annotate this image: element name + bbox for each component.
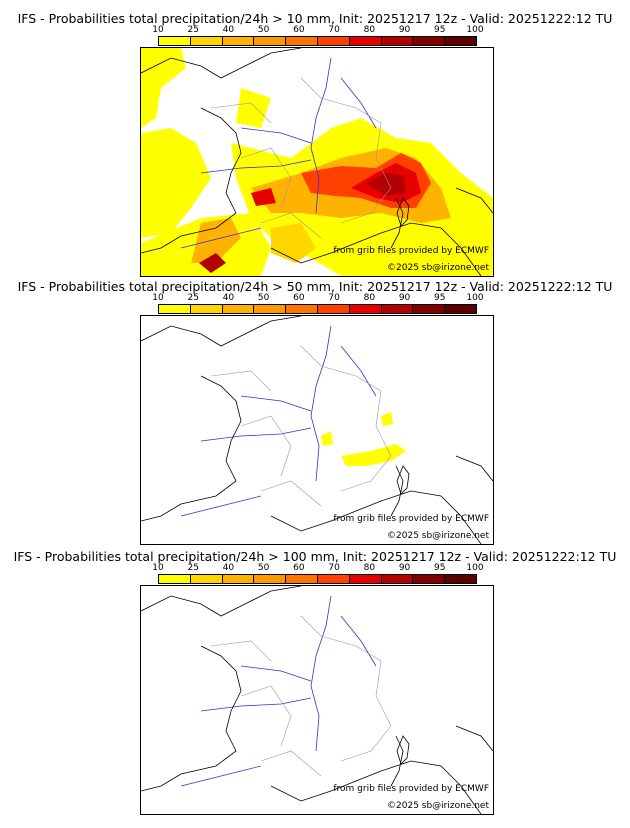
colorbar-swatch — [445, 575, 476, 583]
map-coastlines — [141, 586, 493, 814]
colorbar-swatch — [286, 305, 318, 313]
map-frame: from grib files provided by ECMWF ©2025 … — [140, 315, 494, 545]
colorbar-tick-label: 90 — [398, 293, 411, 303]
colorbar-tick-label: 40 — [222, 25, 235, 35]
colorbar-tick-label: 10 — [152, 563, 164, 573]
colorbar-swatch — [413, 575, 446, 583]
map-rivers — [180, 595, 377, 787]
forecast-panel-100mm: IFS - Probabilities total precipitation/… — [0, 538, 630, 815]
colorbar-tick-label: 90 — [398, 25, 411, 35]
map-frame: from grib files provided by ECMWF ©2025 … — [140, 585, 494, 815]
colorbar-swatch — [222, 305, 255, 313]
panel-title: IFS - Probabilities total precipitation/… — [17, 279, 613, 294]
colorbar-tick-label: 80 — [363, 25, 376, 35]
colorbar-tick-label: 95 — [434, 293, 446, 303]
corsica-island — [396, 735, 410, 765]
colorbar-swatch — [445, 305, 476, 313]
colorbar-tick-label: 25 — [187, 25, 199, 35]
colorbar-tick-label: 60 — [293, 563, 305, 573]
map-frame: from grib files provided by ECMWF ©2025 … — [140, 47, 494, 277]
colorbar-tick-label: 25 — [187, 293, 199, 303]
colorbar-labels: 10 25 40 50 60 70 80 90 95 100 — [140, 25, 500, 35]
precip-shading — [141, 48, 493, 276]
colorbar-swatch — [349, 575, 382, 583]
colorbar-tick-label: 40 — [222, 293, 235, 303]
colorbar — [158, 574, 477, 584]
corsica-island — [396, 197, 410, 227]
colorbar-swatch — [159, 575, 191, 583]
colorbar-swatch — [349, 37, 382, 45]
colorbar-swatch — [317, 37, 350, 45]
map-rivers — [180, 325, 377, 517]
colorbar — [158, 304, 477, 314]
copyright-credit: ©2025 sb@irizone.net — [387, 801, 489, 811]
colorbar-tick-label: 25 — [187, 563, 199, 573]
colorbar-swatch — [254, 37, 287, 45]
precip-map-50mm — [141, 316, 493, 544]
colorbar-tick-label: 10 — [152, 293, 164, 303]
colorbar-tick-label: 95 — [434, 563, 446, 573]
copyright-credit: ©2025 sb@irizone.net — [387, 263, 489, 273]
colorbar-swatch — [381, 575, 414, 583]
colorbar-swatch — [286, 37, 318, 45]
colorbar-tick-label: 70 — [328, 25, 340, 35]
colorbar-swatch — [413, 37, 446, 45]
panel-title: IFS - Probabilities total precipitation/… — [13, 549, 617, 564]
precip-shading — [321, 412, 406, 466]
colorbar-tick-label: 10 — [152, 25, 164, 35]
map-borders — [210, 77, 392, 239]
colorbar-swatch — [254, 305, 287, 313]
colorbar-swatch — [349, 305, 382, 313]
colorbar-swatch — [159, 305, 191, 313]
forecast-panel-50mm: IFS - Probabilities total precipitation/… — [0, 268, 630, 545]
corsica-island — [396, 465, 410, 495]
colorbar-swatch — [222, 575, 255, 583]
map-coastlines — [141, 316, 493, 544]
colorbar-tick-label: 50 — [257, 25, 270, 35]
precip-map-100mm — [141, 586, 493, 814]
colorbar-swatch — [190, 305, 223, 313]
map-rivers — [180, 57, 377, 249]
colorbar-tick-label: 50 — [257, 293, 270, 303]
colorbar-tick-label: 80 — [363, 563, 376, 573]
colorbar-swatch — [317, 305, 350, 313]
colorbar-tick-label: 90 — [398, 563, 411, 573]
map-borders — [210, 345, 392, 507]
grib-credit: from grib files provided by ECMWF — [333, 784, 489, 794]
colorbar-swatch — [317, 575, 350, 583]
colorbar-tick-label: 60 — [293, 25, 305, 35]
colorbar-tick-label: 70 — [328, 563, 340, 573]
panel-title: IFS - Probabilities total precipitation/… — [17, 11, 613, 26]
colorbar-labels: 10 25 40 50 60 70 80 90 95 100 — [140, 293, 500, 303]
colorbar-tick-label: 40 — [222, 563, 235, 573]
colorbar-swatch — [445, 37, 476, 45]
colorbar-tick-label: 80 — [363, 293, 376, 303]
colorbar-swatch — [381, 305, 414, 313]
precip-map-10mm — [141, 48, 493, 276]
colorbar-labels: 10 25 40 50 60 70 80 90 95 100 — [140, 563, 500, 573]
colorbar-tick-label: 60 — [293, 293, 305, 303]
forecast-panel-10mm: IFS - Probabilities total precipitation/… — [0, 0, 630, 277]
colorbar-swatch — [159, 37, 191, 45]
colorbar-tick-label: 100 — [466, 293, 484, 303]
colorbar-swatch — [190, 575, 223, 583]
colorbar — [158, 36, 477, 46]
colorbar-tick-label: 100 — [466, 25, 484, 35]
colorbar-swatch — [381, 37, 414, 45]
map-borders — [210, 615, 392, 777]
colorbar-swatch — [222, 37, 255, 45]
colorbar-swatch — [254, 575, 287, 583]
colorbar-tick-label: 100 — [466, 563, 484, 573]
colorbar-tick-label: 50 — [257, 563, 270, 573]
colorbar-swatch — [190, 37, 223, 45]
colorbar-tick-label: 95 — [434, 25, 446, 35]
colorbar-swatch — [286, 575, 318, 583]
copyright-credit: ©2025 sb@irizone.net — [387, 531, 489, 541]
grib-credit: from grib files provided by ECMWF — [333, 246, 489, 256]
colorbar-tick-label: 70 — [328, 293, 340, 303]
map-coastlines — [141, 48, 493, 276]
colorbar-swatch — [413, 305, 446, 313]
grib-credit: from grib files provided by ECMWF — [333, 514, 489, 524]
